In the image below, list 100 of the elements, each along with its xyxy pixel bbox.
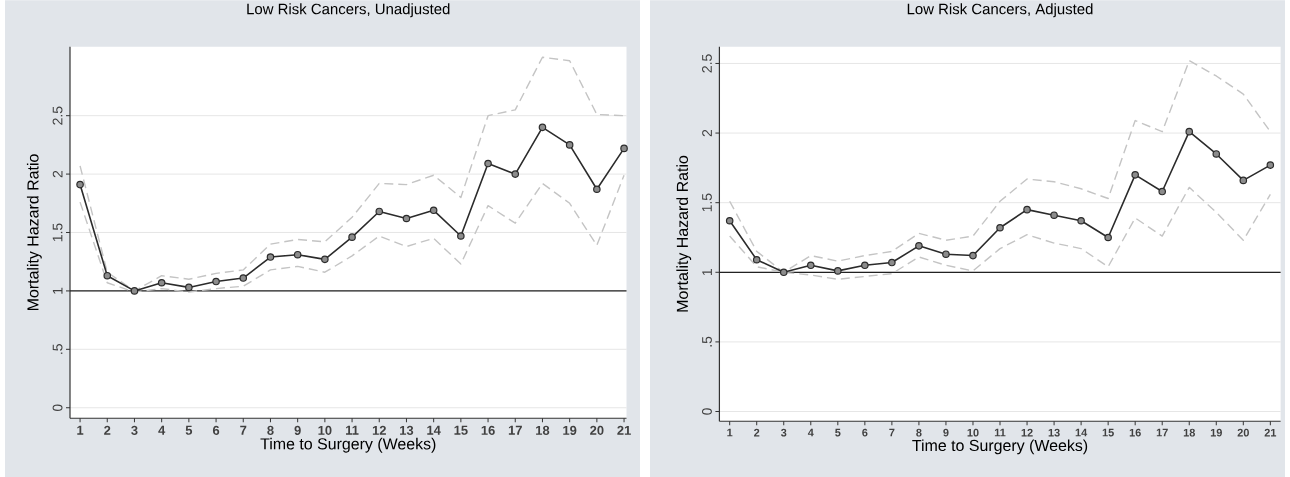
x-tick-label: 14 — [1075, 428, 1088, 437]
x-tick-label: 10 — [318, 425, 332, 435]
x-tick-label: 2 — [754, 428, 760, 437]
y-axis-title: Mortality Hazard Ratio — [676, 155, 692, 312]
point — [996, 223, 1004, 232]
x-tick-label: 3 — [131, 425, 138, 435]
y-tick-label: 1 — [702, 268, 712, 275]
point — [293, 250, 302, 259]
x-tick-label: 20 — [590, 425, 604, 435]
y-tick-label: .5 — [702, 336, 712, 347]
point — [511, 170, 520, 178]
x-tick-label: 14 — [427, 425, 441, 435]
point — [565, 140, 574, 149]
x-tick-label: 21 — [617, 425, 631, 435]
point — [457, 232, 465, 240]
point — [538, 123, 547, 132]
x-tick-label: 5 — [835, 428, 841, 437]
x-tick-label: 16 — [481, 425, 495, 435]
x-tick-label: 12 — [372, 425, 386, 435]
point — [725, 216, 734, 225]
y-axis-title: Mortality Hazard Ratio — [26, 154, 42, 310]
point — [130, 286, 139, 295]
y-tick-label: 1.5 — [52, 223, 63, 241]
x-tick-label: 18 — [1183, 428, 1195, 437]
chart-title: Low Risk Cancers, Adjusted — [907, 3, 1093, 18]
x-tick-label: 7 — [240, 425, 247, 435]
point — [76, 180, 84, 189]
x-tick-label: 17 — [508, 425, 522, 435]
point — [266, 253, 275, 261]
y-tick-label: 2.5 — [702, 54, 712, 73]
y-tick-label: 2 — [52, 170, 63, 178]
point — [1239, 176, 1248, 185]
point — [185, 283, 193, 292]
y-tick-label: 1 — [52, 287, 63, 294]
point — [1050, 211, 1058, 219]
x-tick-label: 3 — [780, 428, 787, 437]
x-tick-label: 9 — [943, 428, 949, 437]
x-tick-label: 8 — [267, 425, 274, 435]
x-tick-label: 20 — [1237, 428, 1249, 437]
x-tick-label: 18 — [536, 425, 550, 435]
x-tick-label: 15 — [454, 425, 468, 435]
point — [915, 241, 923, 250]
x-tick-label: 17 — [1156, 428, 1168, 437]
y-tick-label: 0 — [702, 408, 712, 415]
point — [861, 261, 869, 269]
point — [1266, 161, 1275, 169]
point — [969, 251, 977, 260]
point — [484, 159, 492, 168]
point — [752, 255, 761, 264]
point — [1158, 187, 1167, 196]
x-tick-label: 5 — [185, 425, 193, 435]
point — [1023, 205, 1031, 214]
x-tick-label: 21 — [1264, 428, 1277, 437]
x-tick-label: 13 — [400, 425, 414, 435]
point — [1104, 233, 1112, 242]
x-tick-label: 11 — [994, 428, 1006, 437]
point — [212, 277, 220, 286]
point — [806, 261, 815, 269]
point — [888, 258, 896, 267]
point — [239, 274, 248, 282]
point — [375, 207, 384, 216]
x-tick-label: 19 — [563, 425, 577, 435]
point — [1212, 150, 1221, 158]
point — [157, 278, 166, 287]
x-tick-label: 15 — [1102, 428, 1114, 437]
y-tick-label: 2.5 — [52, 106, 63, 125]
point — [429, 206, 438, 214]
x-tick-label: 13 — [1048, 428, 1060, 437]
x-tick-label: 10 — [967, 428, 979, 437]
point — [1131, 170, 1139, 179]
x-tick-label: 4 — [807, 428, 814, 437]
x-axis-title: Time to Surgery (Weeks) — [260, 437, 436, 453]
x-tick-label: 4 — [158, 425, 166, 435]
x-tick-label: 6 — [862, 428, 868, 437]
x-tick-label: 9 — [294, 425, 301, 435]
x-tick-label: 11 — [346, 425, 359, 435]
x-tick-label: 6 — [212, 425, 220, 435]
chart-title: Low Risk Cancers, Unadjusted — [247, 3, 450, 18]
point — [593, 185, 601, 193]
point — [942, 250, 950, 258]
y-tick-label: 1.5 — [702, 193, 712, 212]
x-tick-label: 8 — [916, 428, 922, 437]
point — [348, 233, 356, 241]
x-tick-label: 2 — [104, 425, 111, 435]
point — [402, 214, 411, 223]
point — [1185, 127, 1194, 136]
x-tick-label: 16 — [1129, 428, 1141, 437]
x-axis-title: Time to Surgery (Weeks) — [912, 439, 1088, 455]
point — [1077, 216, 1085, 225]
point — [834, 266, 842, 275]
y-tick-label: 2 — [702, 129, 712, 137]
x-tick-label: 19 — [1210, 428, 1222, 437]
y-tick-label: 0 — [52, 404, 63, 411]
x-tick-label: 1 — [727, 428, 733, 437]
line-series — [79, 174, 625, 293]
line-series — [728, 186, 1272, 280]
y-tick-label: .5 — [52, 343, 63, 354]
point — [620, 144, 628, 153]
x-tick-label: 12 — [1021, 428, 1033, 437]
point — [103, 271, 112, 280]
